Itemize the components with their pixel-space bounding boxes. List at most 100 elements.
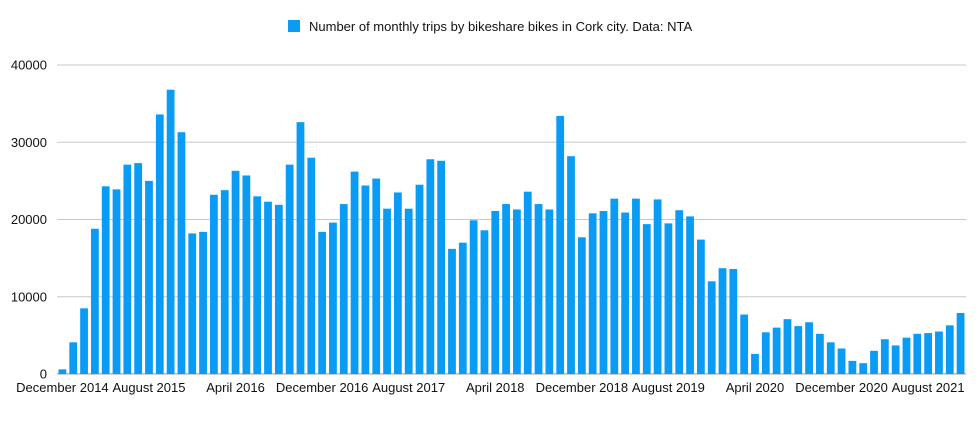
bar xyxy=(329,222,337,374)
bar xyxy=(426,159,435,374)
bar xyxy=(350,171,359,374)
legend: Number of monthly trips by bikeshare bik… xyxy=(288,19,692,34)
bar xyxy=(58,369,67,374)
bar xyxy=(458,242,467,374)
bar xyxy=(285,164,294,374)
bar xyxy=(545,209,554,374)
bar xyxy=(69,342,78,374)
legend-swatch xyxy=(288,20,300,32)
bar xyxy=(924,333,933,374)
bar xyxy=(935,331,943,374)
bar xyxy=(90,228,99,374)
bar xyxy=(956,312,965,374)
bar xyxy=(880,339,889,374)
bar xyxy=(101,186,110,374)
bar xyxy=(437,160,446,374)
x-tick-label: August 2015 xyxy=(112,380,185,395)
bar xyxy=(642,224,651,374)
bar xyxy=(567,156,575,374)
bar xyxy=(415,184,424,374)
x-tick-label: April 2018 xyxy=(466,380,525,395)
bar xyxy=(945,325,954,374)
legend-label: Number of monthly trips by bikeshare bik… xyxy=(309,19,692,34)
bar xyxy=(123,164,132,374)
bar xyxy=(469,220,478,374)
bar xyxy=(556,115,565,375)
bar xyxy=(448,248,456,374)
bar xyxy=(902,337,911,374)
bar xyxy=(891,345,900,374)
bar xyxy=(296,122,305,374)
bar xyxy=(274,204,283,374)
x-tick-label: December 2018 xyxy=(536,380,629,395)
bar xyxy=(805,322,813,374)
x-tick-label: August 2019 xyxy=(632,380,705,395)
bar xyxy=(577,237,586,374)
bar xyxy=(761,332,770,374)
grid xyxy=(57,64,966,375)
bar xyxy=(621,212,630,374)
bar xyxy=(740,314,749,374)
bar xyxy=(696,239,705,374)
bar xyxy=(491,211,500,374)
bar xyxy=(393,192,402,374)
bars xyxy=(58,89,965,375)
bar xyxy=(599,211,608,374)
bar xyxy=(210,194,218,374)
x-tick-label: December 2020 xyxy=(795,380,888,395)
bar xyxy=(112,189,121,374)
y-axis: 0 10000 20000 30000 40000 xyxy=(11,58,47,382)
bar xyxy=(653,199,662,374)
bar xyxy=(772,327,781,374)
bar xyxy=(588,213,597,374)
x-tick-label: August 2021 xyxy=(892,380,965,395)
bar xyxy=(848,360,857,374)
bar xyxy=(502,204,510,374)
x-tick-label: April 2016 xyxy=(206,380,265,395)
bar xyxy=(383,208,391,374)
bar xyxy=(480,230,489,374)
bar xyxy=(80,308,88,374)
bar xyxy=(664,223,673,374)
bar xyxy=(751,353,759,374)
bar xyxy=(307,157,316,374)
bar xyxy=(870,350,878,374)
bar xyxy=(783,319,792,374)
bar xyxy=(826,342,835,374)
bar xyxy=(361,185,370,374)
x-tick-label: August 2017 xyxy=(372,380,445,395)
bar xyxy=(199,231,207,374)
bar xyxy=(404,208,413,374)
bar xyxy=(231,170,240,374)
bar xyxy=(632,198,640,374)
bar xyxy=(794,326,803,374)
bar xyxy=(220,190,229,374)
bar xyxy=(339,204,348,374)
bar xyxy=(707,281,716,374)
bar xyxy=(675,210,684,374)
y-tick-label: 10000 xyxy=(11,289,47,304)
bar xyxy=(513,209,521,374)
bar xyxy=(145,180,153,375)
x-tick-label: April 2020 xyxy=(726,380,785,395)
x-tick-label: December 2014 xyxy=(16,380,109,395)
y-tick-label: 20000 xyxy=(11,212,47,227)
bar xyxy=(372,178,381,374)
x-axis: December 2014 August 2015 April 2016 Decemb… xyxy=(16,380,964,395)
bar xyxy=(610,198,619,374)
bar xyxy=(253,196,262,374)
bar xyxy=(166,89,175,374)
bar xyxy=(242,175,251,374)
bar xyxy=(729,268,738,374)
bar xyxy=(177,132,186,374)
bar xyxy=(318,231,327,374)
y-tick-label: 40000 xyxy=(11,58,47,73)
bar xyxy=(913,333,922,374)
bar xyxy=(859,363,868,374)
bar xyxy=(188,233,197,374)
bar xyxy=(718,268,727,374)
y-tick-label: 0 xyxy=(40,367,47,382)
bar xyxy=(155,114,164,374)
bar xyxy=(534,204,543,374)
